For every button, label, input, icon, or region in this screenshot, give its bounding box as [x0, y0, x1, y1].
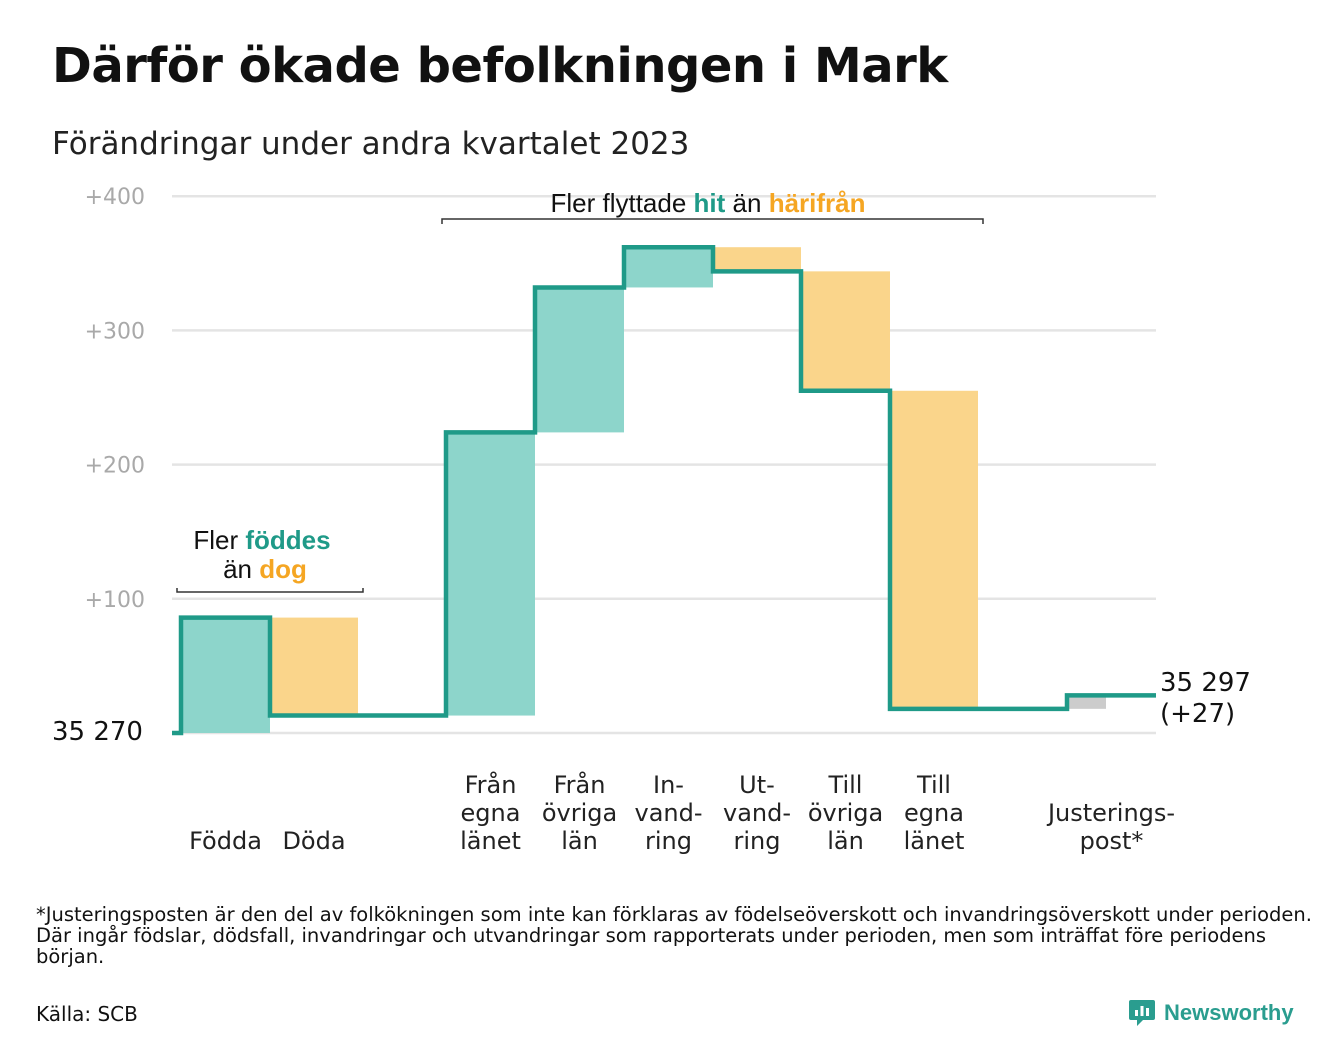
category-label: ring	[734, 827, 781, 855]
start-value-label: 35 270	[52, 717, 143, 747]
category-label: länet	[904, 827, 965, 855]
category-label: länet	[460, 827, 521, 855]
category-label: In-	[653, 771, 684, 799]
end-change-label: (+27)	[1160, 699, 1235, 729]
footnote: *Justeringsposten är den del av folkökni…	[36, 903, 1312, 968]
y-tick-label: +300	[85, 319, 145, 344]
category-label: Till	[916, 771, 951, 799]
running-total-path	[172, 244, 1156, 736]
bar-decrease	[890, 390, 978, 709]
bar-decrease	[270, 617, 358, 716]
grid-lines	[172, 194, 1156, 735]
bar-increase	[181, 617, 270, 733]
migration-middle: än	[725, 188, 768, 218]
newsworthy-logo-icon	[1129, 1000, 1155, 1026]
source-credit: Källa: SCB	[36, 1002, 138, 1026]
category-label: post*	[1080, 827, 1144, 855]
category-label: vand-	[634, 799, 702, 827]
category-label: egna	[461, 799, 521, 827]
y-tick-label: +400	[85, 185, 145, 210]
waterfall-chart: +100+200+300+400 Födda DödaFrånegnalänetF…	[52, 185, 1251, 855]
migration-bracket	[441, 218, 984, 224]
natural-prefix: Fler	[193, 525, 245, 555]
natural-bracket	[176, 588, 364, 593]
category-label: övriga	[808, 799, 883, 827]
logo-text: Newsworthy	[1164, 1000, 1294, 1025]
y-axis-ticks: +100 +200 +300 +400	[85, 185, 145, 613]
migration-annotation: Fler flyttade hit än härifrån	[550, 188, 865, 218]
natural-highlight-died: dog	[259, 554, 307, 584]
category-label: län	[561, 827, 598, 855]
bar-adjustment	[1067, 695, 1106, 709]
category-labels: Födda DödaFrånegnalänetFrånövrigalänIn-va…	[189, 770, 1175, 855]
category-label: Döda	[282, 827, 345, 855]
chart-subtitle: Förändringar under andra kvartalet 2023	[52, 126, 690, 162]
category-label: Födda	[189, 827, 262, 855]
bar-increase	[535, 287, 624, 433]
category-label: vand-	[723, 799, 791, 827]
running-total-line	[172, 244, 1156, 736]
bar-decrease	[801, 271, 890, 391]
category-label: Till	[828, 771, 863, 799]
bars	[181, 247, 1106, 733]
category-label: egna	[904, 799, 964, 827]
category-label: Från	[465, 770, 517, 799]
natural-annotation-line2: än dog	[223, 554, 307, 584]
natural-highlight-born: föddes	[245, 525, 330, 555]
bar-increase	[624, 247, 713, 288]
migration-highlight-here: hit	[694, 188, 726, 218]
y-tick-label: +200	[85, 454, 145, 479]
category-label: ring	[645, 827, 692, 855]
migration-highlight-away: härifrån	[769, 188, 866, 218]
bar-decrease	[713, 247, 801, 272]
migration-prefix: Fler flyttade	[550, 188, 693, 218]
natural-annotation-line1: Fler föddes	[193, 525, 330, 555]
chart-title: Därför ökade befolkningen i Mark	[52, 38, 948, 94]
newsworthy-logo: Newsworthy	[1128, 998, 1294, 1028]
category-label: övriga	[542, 799, 617, 827]
y-tick-label: +100	[85, 588, 145, 613]
natural-prefix2: än	[223, 554, 259, 584]
bar-increase	[446, 432, 535, 716]
category-label: län	[827, 827, 864, 855]
category-label: Från	[554, 770, 606, 799]
end-value-label: 35 297	[1160, 668, 1251, 698]
category-label: Justerings-	[1046, 799, 1175, 827]
category-label: Ut-	[739, 771, 775, 799]
